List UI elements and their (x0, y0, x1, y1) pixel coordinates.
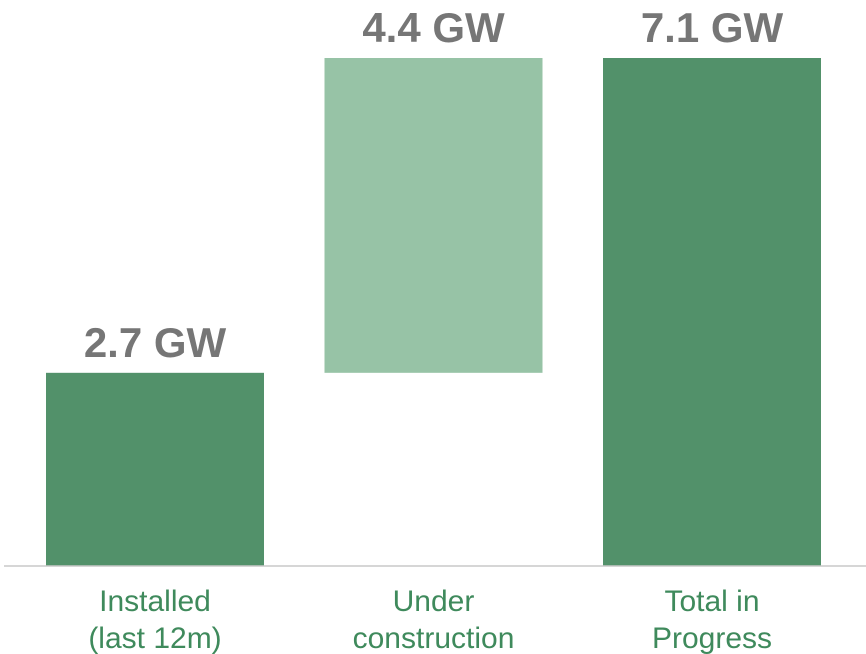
category-label-1-line-1: Installed (99, 585, 211, 618)
data-label-2: 4.4 GW (362, 4, 505, 51)
data-label-3: 7.1 GW (641, 4, 784, 51)
category-label-2-line-1: Under (393, 585, 475, 618)
data-label-1: 2.7 GW (84, 319, 227, 366)
bar-2 (324, 58, 543, 373)
bar-3 (603, 58, 821, 566)
category-label-3-line-2: Progress (652, 622, 772, 654)
category-label-1-line-2: (last 12m) (88, 622, 221, 654)
category-label-3-line-1: Total in (664, 585, 759, 618)
bar-1 (46, 372, 264, 566)
category-label-2-line-2: construction (353, 622, 515, 654)
